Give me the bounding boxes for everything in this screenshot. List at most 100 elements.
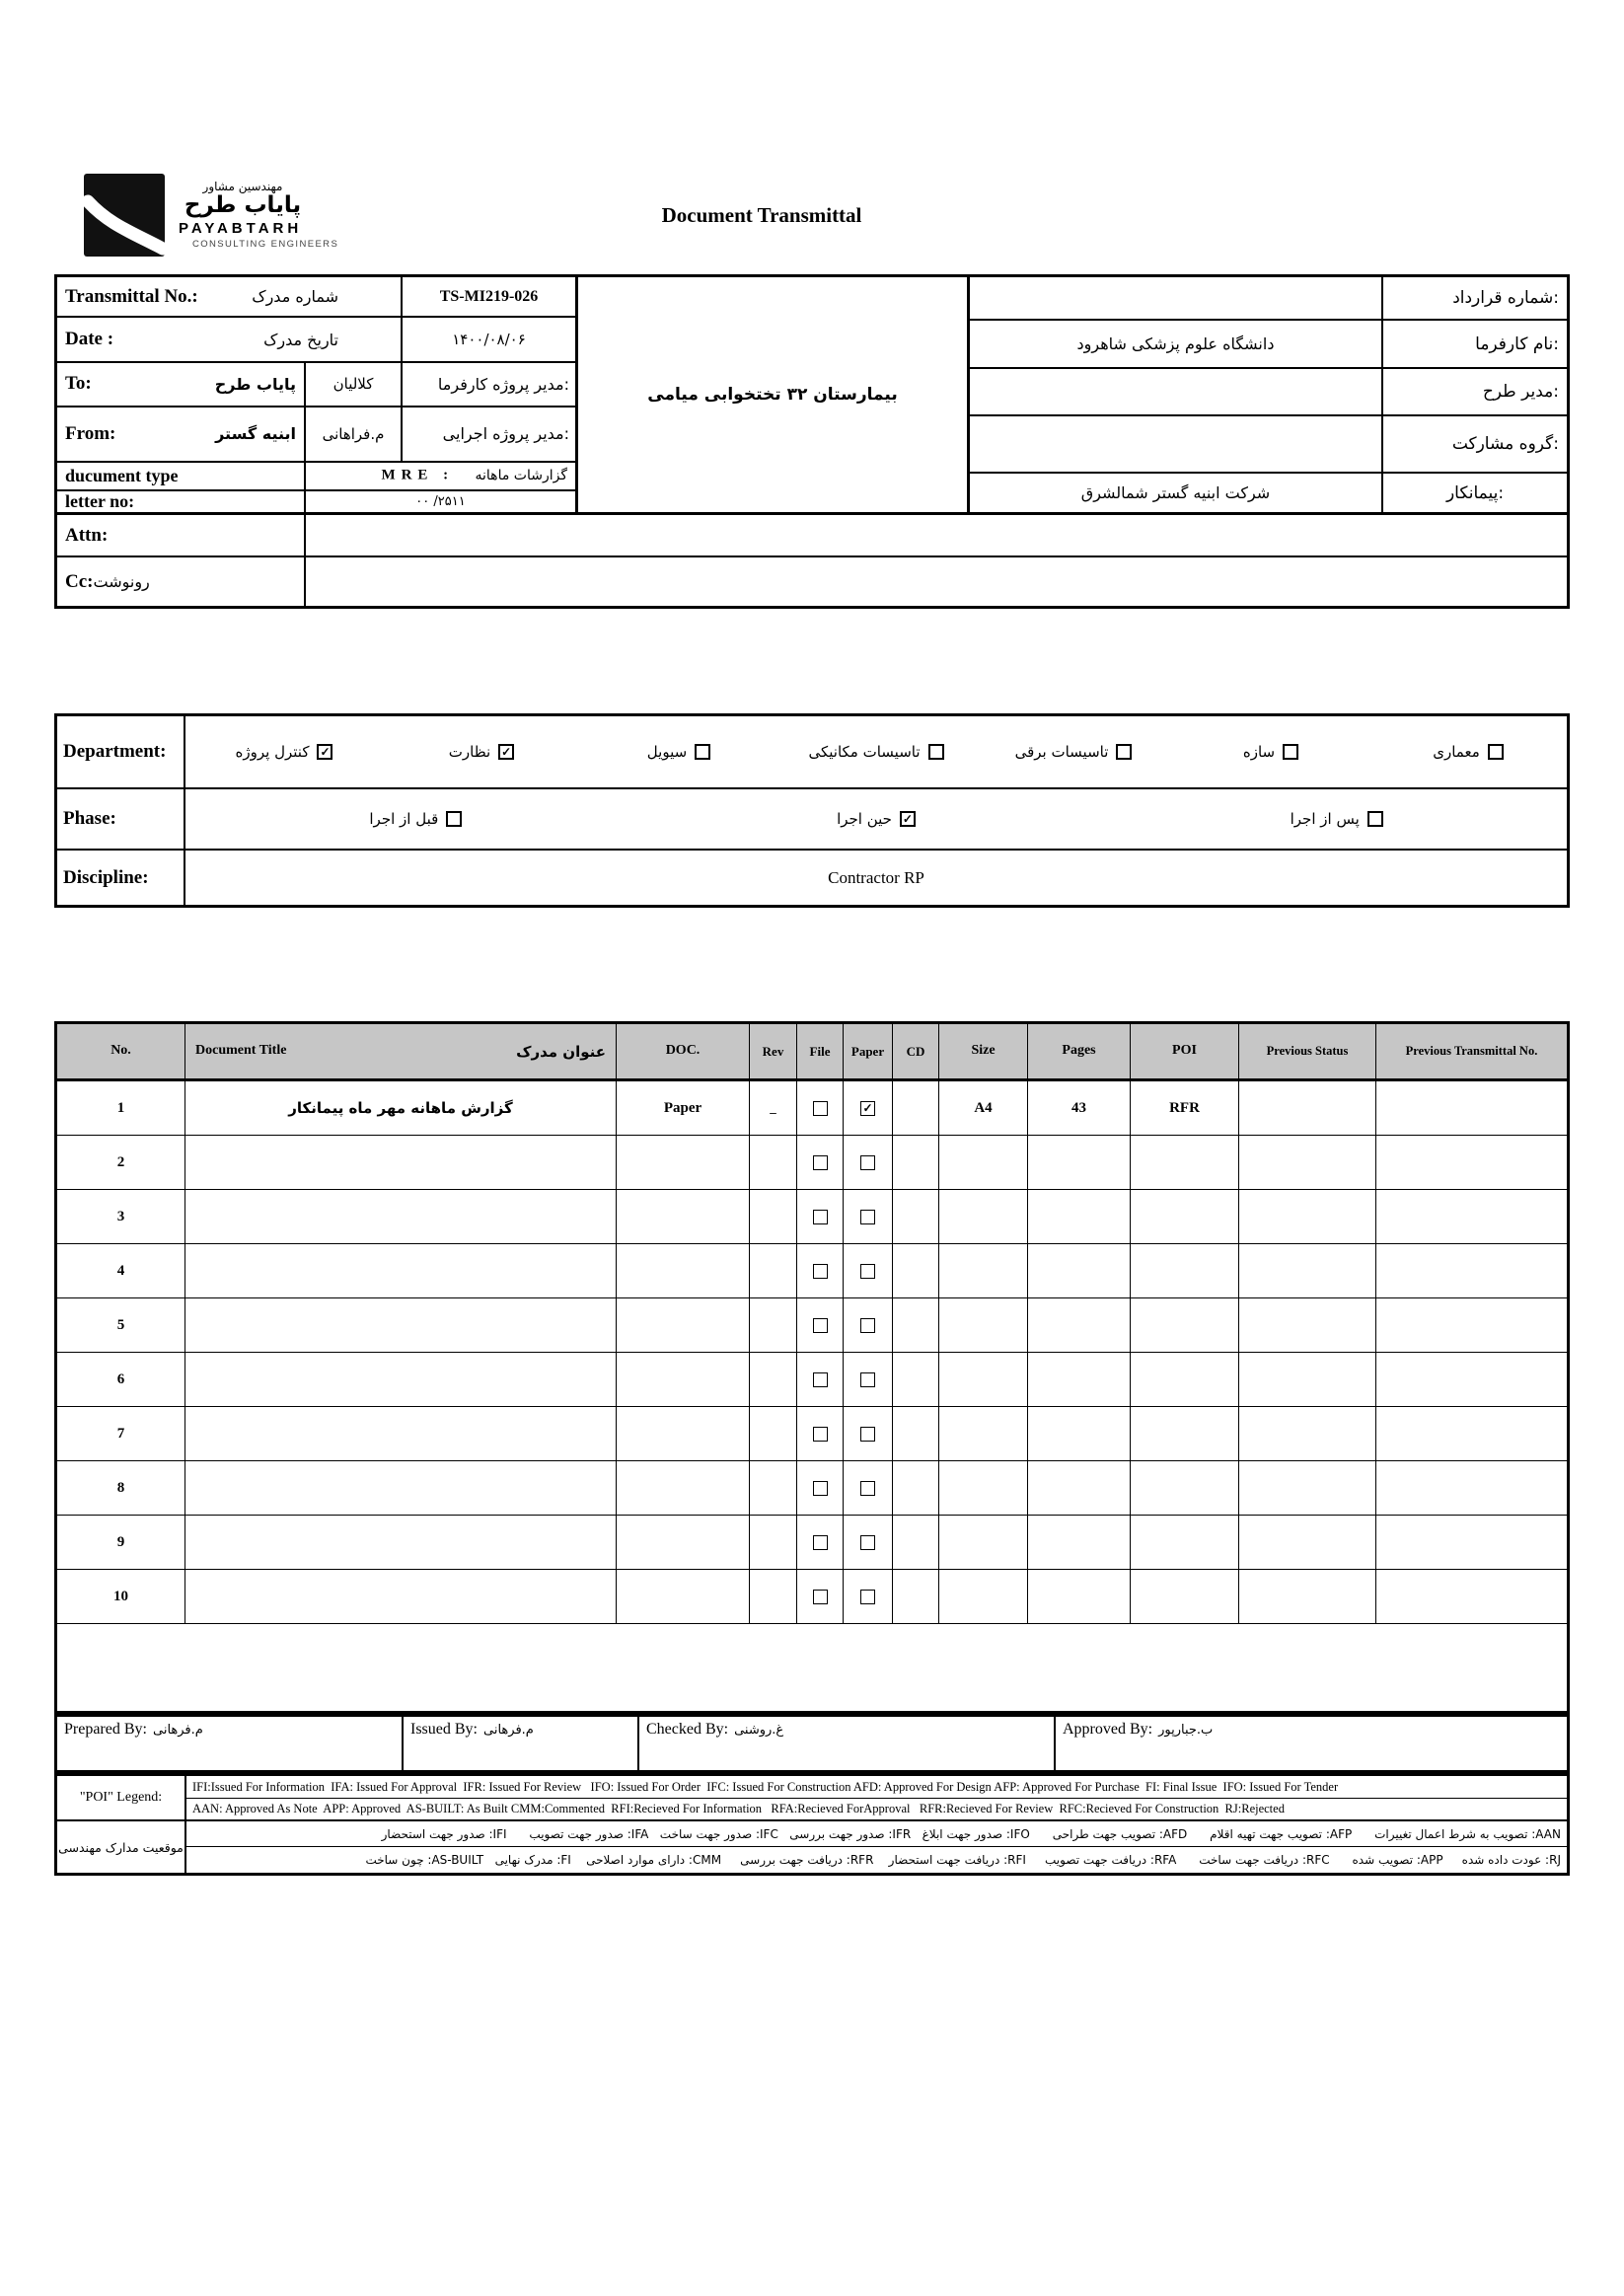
department-label: Department:	[57, 716, 185, 787]
cell-paper	[844, 1136, 893, 1189]
cell-file-checkbox[interactable]	[812, 1480, 828, 1496]
plan-manager-value	[970, 369, 1383, 414]
cell-cd	[893, 1353, 939, 1406]
cell-title	[185, 1461, 617, 1515]
cell-file	[797, 1516, 844, 1569]
letter-no-label: letter no:	[65, 491, 135, 512]
cell-previous-transmittal	[1376, 1244, 1567, 1297]
cell-paper-checkbox[interactable]	[860, 1263, 875, 1279]
attn-label-cell: Attn:	[57, 515, 306, 555]
cell-paper-checkbox[interactable]	[860, 1480, 875, 1496]
department-checkbox[interactable]	[1283, 744, 1299, 760]
cell-file-checkbox[interactable]	[812, 1426, 828, 1442]
cell-file	[797, 1081, 844, 1135]
cell-file-checkbox[interactable]	[812, 1589, 828, 1604]
cell-paper-checkbox[interactable]	[860, 1589, 875, 1604]
approved-by-name: ب.جبارپور	[1158, 1723, 1214, 1738]
department-option: سیویل	[580, 743, 777, 761]
transmittal-label-cell: Transmittal No.: شماره مدرک	[57, 277, 403, 317]
cell-no: 3	[57, 1190, 185, 1243]
cell-rev	[750, 1353, 797, 1406]
cell-previous-status	[1239, 1461, 1376, 1515]
cell-title	[185, 1516, 617, 1569]
cell-previous-transmittal	[1376, 1190, 1567, 1243]
department-option: تاسیسات مکانیکی	[777, 743, 975, 761]
cell-file	[797, 1407, 844, 1460]
cell-poi	[1131, 1461, 1239, 1515]
cell-no: 10	[57, 1570, 185, 1623]
table-row: 9	[57, 1516, 1567, 1570]
cell-pages	[1028, 1136, 1131, 1189]
cell-paper	[844, 1407, 893, 1460]
phase-checkbox[interactable]	[446, 811, 463, 827]
cell-paper-checkbox[interactable]	[860, 1154, 875, 1170]
cell-file-checkbox[interactable]	[812, 1263, 828, 1279]
checked-by-cell: Checked By: غ.روشنی	[639, 1717, 1056, 1770]
prepared-by-label: Prepared By:	[64, 1721, 147, 1738]
cell-poi	[1131, 1298, 1239, 1352]
department-checkbox[interactable]	[927, 744, 944, 760]
doc-type-label-cell: ducument type	[57, 462, 306, 490]
cell-file-checkbox[interactable]	[812, 1371, 828, 1387]
cell-pages	[1028, 1570, 1131, 1623]
cell-cd	[893, 1298, 939, 1352]
legend-fa-line2: RJ: عودت داده شده APP: تصویب شده RFC: در…	[365, 1853, 1561, 1867]
company-logo: مهندسین مشاور پایاب طرح PAYABTARH CONSUL…	[84, 174, 400, 262]
signature-row: Prepared By: م.فرهانی Issued By: م.فرهان…	[54, 1714, 1570, 1773]
cell-paper-checkbox[interactable]	[860, 1209, 875, 1224]
partnership-label: گروه مشارکت:	[1451, 434, 1559, 454]
to-label: To:	[65, 373, 92, 395]
cell-paper-checkbox[interactable]	[860, 1100, 875, 1116]
department-checkbox[interactable]	[1116, 744, 1133, 760]
cell-paper-checkbox[interactable]	[860, 1534, 875, 1550]
cell-previous-status	[1239, 1244, 1376, 1297]
transmittal-label-fa: شماره مدرک	[252, 287, 338, 307]
cell-file	[797, 1353, 844, 1406]
cell-no: 7	[57, 1407, 185, 1460]
discipline-row: Discipline: Contractor RP	[57, 851, 1567, 905]
cell-pages: 43	[1028, 1081, 1131, 1135]
phase-options: قبل از اجرا حین اجرا پس از اجرا	[185, 789, 1567, 849]
cc-value	[306, 557, 1567, 606]
department-checkbox[interactable]	[317, 744, 333, 760]
phase-option-label: پس از اجرا	[1290, 810, 1360, 828]
cell-paper-checkbox[interactable]	[860, 1371, 875, 1387]
to-value: پایاب طرح	[214, 374, 296, 394]
date-row: Date : تاریخ مدرک ۱۴۰۰/۰۸/۰۶	[57, 318, 575, 363]
cc-row: Cc: رونوشت	[54, 557, 1570, 609]
cell-file-checkbox[interactable]	[812, 1100, 828, 1116]
phase-checkbox[interactable]	[1366, 811, 1383, 827]
table-row: 2	[57, 1136, 1567, 1190]
cell-file-checkbox[interactable]	[812, 1209, 828, 1224]
transmittal-number: TS-MI219-026	[439, 287, 539, 305]
project-name-cell: بیمارستان ۳۲ تختخوابی میامی	[578, 274, 967, 515]
department-checkbox[interactable]	[695, 744, 711, 760]
legend-en-line1: IFI:Issued For Information IFA: Issued F…	[186, 1776, 1567, 1799]
department-checkbox[interactable]	[1487, 744, 1504, 760]
cell-cd	[893, 1516, 939, 1569]
cell-previous-transmittal	[1376, 1081, 1567, 1135]
client-name-label: نام کارفرما:	[1475, 333, 1559, 354]
department-option-label: سیویل	[646, 743, 688, 761]
date-label-fa: تاریخ مدرک	[263, 330, 338, 349]
cell-doc	[617, 1407, 750, 1460]
cell-title	[185, 1190, 617, 1243]
cell-doc	[617, 1353, 750, 1406]
discipline-value: Contractor RP	[828, 867, 924, 887]
to-role: مدیر پروژه کارفرما:	[437, 374, 569, 394]
phase-checkbox[interactable]	[899, 811, 916, 827]
cell-previous-status	[1239, 1516, 1376, 1569]
col-header-previous-status: Previous Status	[1239, 1024, 1376, 1078]
cell-file-checkbox[interactable]	[812, 1154, 828, 1170]
cell-paper-checkbox[interactable]	[860, 1317, 875, 1333]
checked-by-label: Checked By:	[646, 1721, 729, 1738]
cell-rev	[750, 1407, 797, 1460]
cell-file-checkbox[interactable]	[812, 1317, 828, 1333]
department-checkbox[interactable]	[498, 744, 515, 760]
col-header-doc: DOC.	[617, 1024, 750, 1078]
cell-paper-checkbox[interactable]	[860, 1426, 875, 1442]
client-name-row: دانشگاه علوم پزشکی شاهرود نام کارفرما:	[970, 321, 1567, 369]
col-header-cd: CD	[893, 1024, 939, 1078]
cell-file-checkbox[interactable]	[812, 1534, 828, 1550]
